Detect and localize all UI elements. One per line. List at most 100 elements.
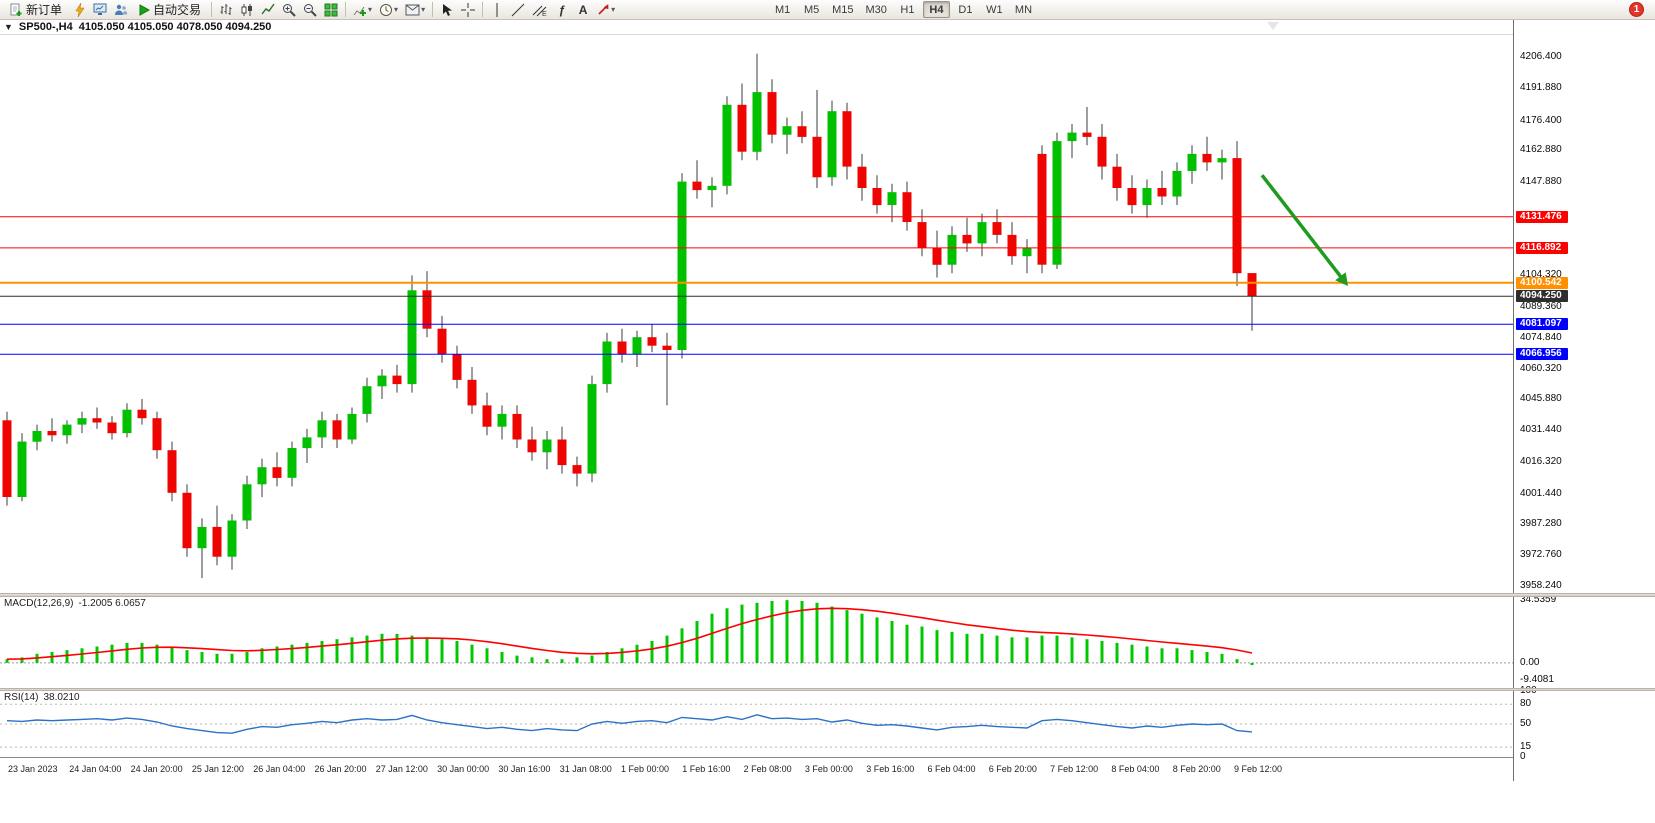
text-tool-icon: A [578,2,588,17]
time-axis-label: 3 Feb 16:00 [866,764,915,774]
price-tick-label: 4089.360 [1520,300,1562,312]
trendline-tool-button[interactable] [508,1,528,19]
time-axis-label: 27 Jan 12:00 [375,764,428,774]
terminal-button[interactable] [90,1,110,19]
rsi-chart[interactable] [0,691,1513,757]
zoom-in-button[interactable] [279,1,299,19]
pane-divider[interactable] [0,688,1655,691]
rsi-axis-label: 50 [1520,718,1532,729]
templates-button[interactable]: ▾ [402,1,428,19]
candlesticks [2,53,1257,579]
rsi-pane[interactable]: RSI(14) 38.0210 [0,691,1513,757]
rsi-name: RSI(14) [4,692,39,703]
arrows-tool-button[interactable]: ▾ [594,1,618,19]
time-axis-label: 26 Jan 20:00 [314,764,367,774]
zoom-out-button[interactable] [300,1,320,19]
pane-divider[interactable] [0,593,1655,597]
timeframe-button-M15[interactable]: M15 [827,1,858,18]
time-axis-label: 31 Jan 08:00 [559,764,612,774]
vertical-line-tool-button[interactable] [487,1,507,19]
timeframe-button-M30[interactable]: M30 [861,1,892,18]
autotrading-label: 自动交易 [153,3,202,17]
autotrading-button[interactable]: 自动交易 [132,1,207,19]
rsi-value: 38.0210 [43,692,80,703]
macd-pane[interactable]: MACD(12,26,9) -1.2005 6.0657 [0,597,1513,688]
chevron-down-icon: ▾ [611,4,616,14]
one-click-trading-toggle[interactable]: ▼ [4,22,13,32]
time-axis-label: 9 Feb 12:00 [1234,764,1283,774]
macd-axis-label: -9.4081 [1520,674,1554,685]
timeframe-button-W1[interactable]: W1 [981,1,1008,18]
trend-arrow-annotation[interactable] [1260,174,1348,286]
periods-button[interactable]: ▾ [376,1,401,19]
bolt-icon [74,2,85,17]
vertical-line-icon [496,2,498,17]
price-line-label: 4100.542 [1516,276,1568,289]
cursor-tool-button[interactable] [437,1,457,19]
zoom-out-icon [304,3,317,17]
time-axis-label: 2 Feb 08:00 [743,764,792,774]
time-axis-label: 26 Jan 04:00 [253,764,306,774]
indicators-button[interactable]: ▾ [350,1,375,19]
bolt-button[interactable] [69,1,89,19]
line-chart-type-button[interactable] [258,1,278,19]
price-line-label: 4116.892 [1516,241,1568,254]
tile-windows-icon [324,3,338,16]
new-order-icon [10,3,22,16]
timeframe-button-D1[interactable]: D1 [952,1,979,18]
bar-chart-type-button[interactable] [216,1,236,19]
timeframe-button-H4[interactable]: H4 [922,1,950,18]
price-line-label: 4094.250 [1516,290,1568,303]
cursor-icon [443,3,453,16]
notification-badge[interactable]: 1 [1629,2,1644,17]
price-chart-pane[interactable]: ▼ SP500-,H4 4105.050 4105.050 4078.050 4… [0,20,1513,593]
time-axis-label: 6 Feb 04:00 [927,764,976,774]
chevron-down-icon: ▾ [394,4,399,14]
horizontal-lines[interactable] [0,216,1513,355]
price-axis[interactable]: 4206.400 4191.880 4176.400 4162.880 4147.880… [1513,20,1655,781]
macd-signal-line [6,607,1253,660]
price-tick-label: 4206.400 [1520,51,1562,63]
crosshair-tool-button[interactable] [458,1,478,19]
clock-icon [380,3,393,16]
trendline-icon [511,3,525,16]
rsi-axis-label: 100 [1520,685,1537,697]
time-axis[interactable]: 23 Jan 2023 24 Jan 04:00 24 Jan 20:00 25 Ja… [0,757,1513,781]
time-axis-label: 24 Jan 20:00 [130,764,183,774]
toolbar: 新订单 自动交易 [0,0,1655,20]
candlestick-chart[interactable] [0,20,1513,593]
timeframe-button-MN[interactable]: MN [1010,1,1037,18]
chart-title-strip: ▼ SP500-,H4 4105.050 4105.050 4078.050 4… [0,20,1513,35]
price-tick-label: 4104.320 [1520,268,1562,280]
text-tool-button[interactable]: A [573,1,593,19]
macd-axis-label: 34.5359 [1520,594,1557,605]
community-button[interactable] [111,1,131,19]
equidistant-channel-tool-button[interactable]: E [529,1,551,19]
time-axis-label: 3 Feb 00:00 [804,764,853,774]
toolbar-separator [211,2,213,17]
macd-chart[interactable] [0,597,1513,688]
timeframe-button-M1[interactable]: M1 [769,1,796,18]
zoom-in-icon [283,3,296,17]
time-axis-label: 1 Feb 00:00 [621,764,670,774]
price-tick-label: 4060.320 [1520,362,1562,374]
price-tick-label: 4001.440 [1520,488,1562,499]
fibonacci-tool-button[interactable]: ƒ [552,1,572,19]
indicators-plus-icon [353,6,367,16]
price-tick-label: 3987.280 [1520,518,1562,530]
price-tick-label: 4147.880 [1520,175,1562,187]
price-line-label: 4081.097 [1516,318,1568,331]
price-tick-label: 3972.760 [1520,549,1562,561]
timeframe-button-M5[interactable]: M5 [798,1,825,18]
price-tick-label: 4162.880 [1520,143,1562,155]
time-axis-label: 30 Jan 16:00 [498,764,551,774]
candlestick-chart-type-button[interactable] [237,1,257,19]
price-tick-label: 4176.400 [1520,115,1562,126]
timeframe-button-H1[interactable]: H1 [894,1,921,18]
chart-symbol-title: SP500-,H4 [18,21,73,33]
time-axis-label: 7 Feb 12:00 [1050,764,1099,774]
time-axis-label: 23 Jan 2023 [8,764,58,774]
time-axis-label: 25 Jan 12:00 [191,764,244,774]
tile-windows-button[interactable] [321,1,341,19]
new-order-button[interactable]: 新订单 [3,1,68,19]
